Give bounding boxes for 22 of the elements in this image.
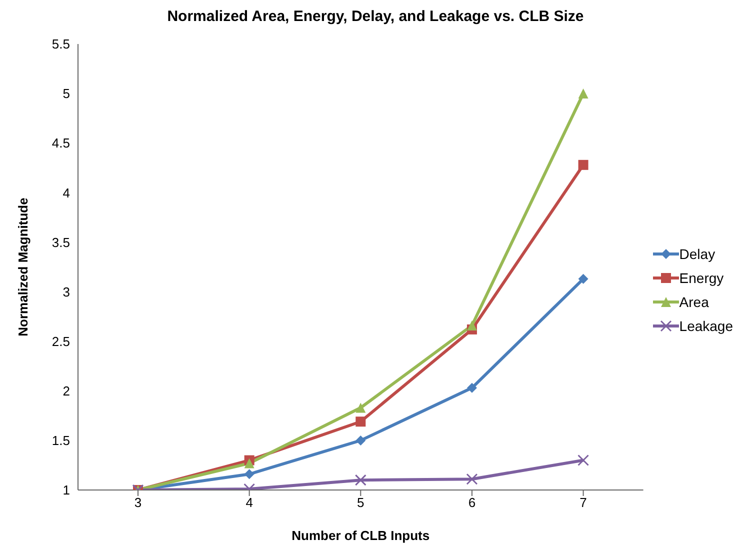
x-tick-label: 3 — [134, 495, 142, 510]
x-tick-label: 6 — [468, 495, 476, 510]
y-tick-label: 2 — [62, 384, 70, 399]
y-tick-label: 5.5 — [52, 36, 70, 52]
x-tick-label: 5 — [357, 495, 364, 510]
chart-title: Normalized Area, Energy, Delay, and Leakage vs. CLB Size — [166, 8, 585, 27]
y-tick-label: 1.5 — [52, 433, 70, 448]
y-tick-label: 3 — [62, 284, 70, 300]
legend-label: Leakage — [679, 318, 733, 334]
legend-label: Delay — [679, 246, 716, 262]
legend-label: Area — [679, 294, 709, 310]
x-tick-label: 7 — [580, 495, 587, 510]
x-tick-label: 4 — [246, 495, 253, 510]
y-tick-label: 3.5 — [52, 234, 70, 250]
y-tick-label: 2.5 — [52, 334, 70, 349]
y-tick-label: 4 — [62, 185, 70, 200]
y-tick-label: 5 — [62, 86, 70, 102]
x-axis-title: Number of CLB Inputs — [292, 528, 430, 543]
y-axis-title: Normalized Magnitude — [16, 198, 31, 336]
y-tick-label: 1 — [62, 482, 70, 498]
y-tick-label: 4.5 — [52, 136, 70, 151]
legend-label: Energy — [679, 270, 724, 286]
